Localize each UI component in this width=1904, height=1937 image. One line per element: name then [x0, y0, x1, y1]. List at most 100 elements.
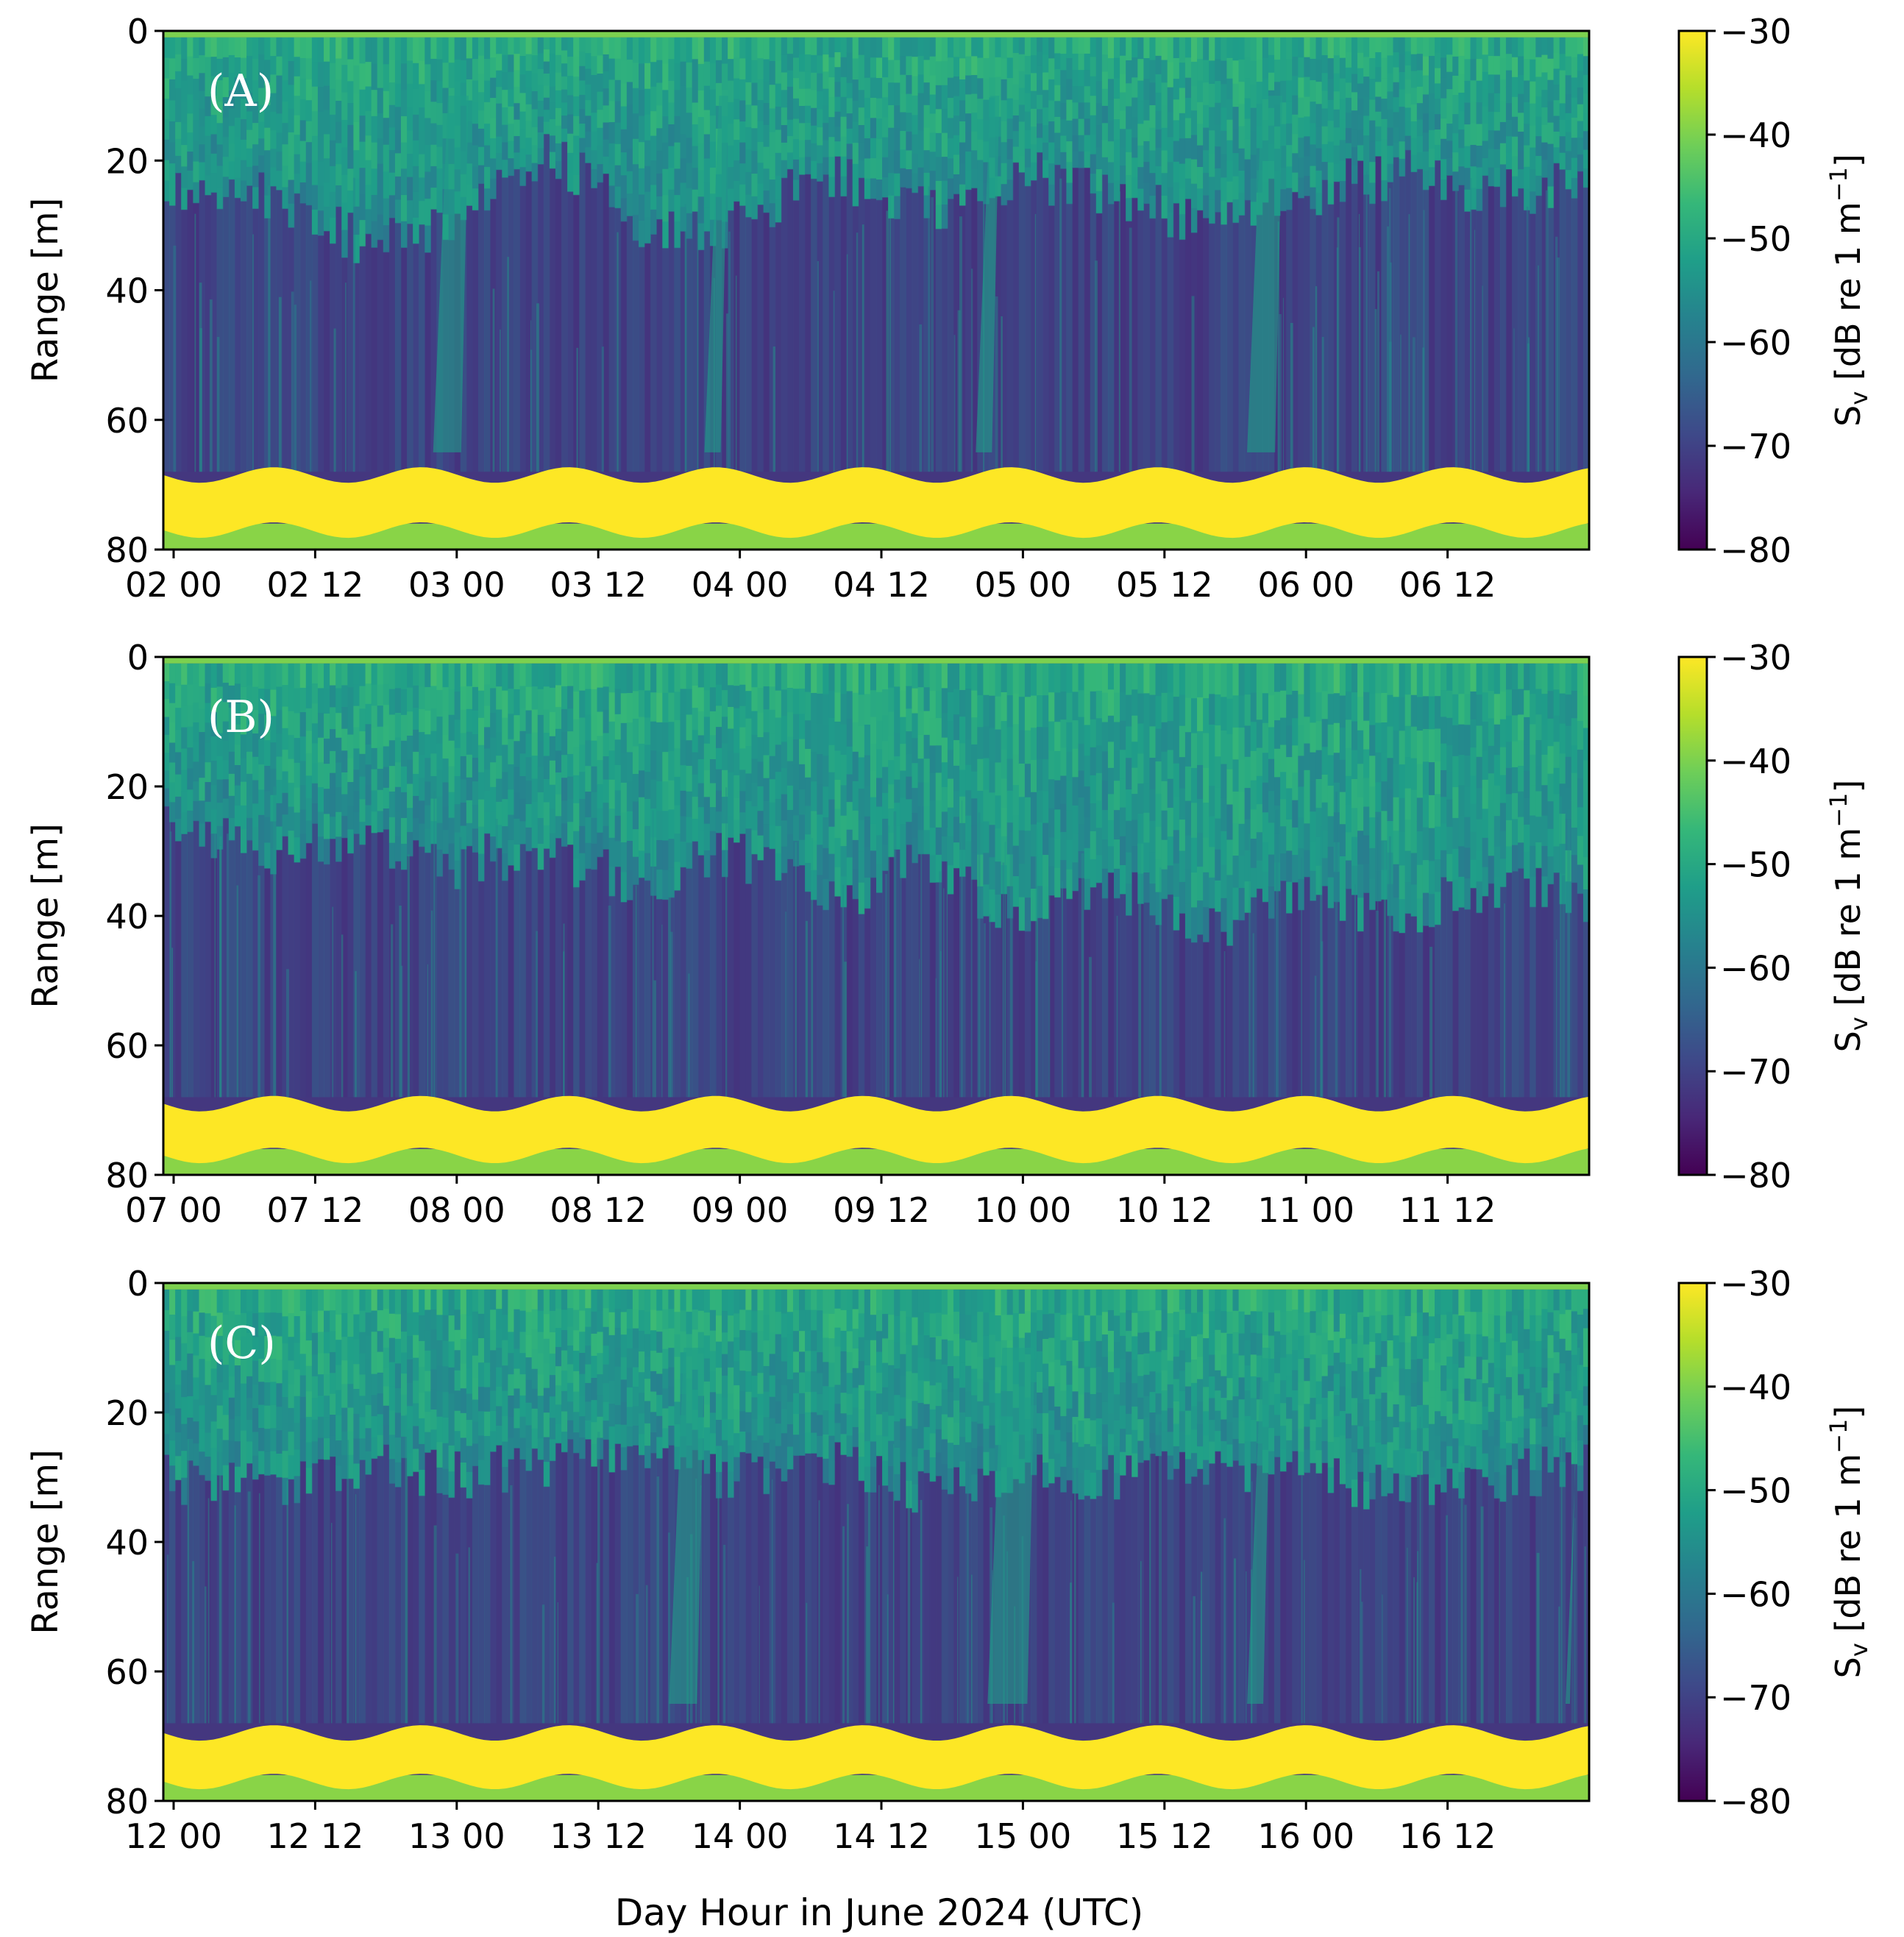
layer-cell [1547, 773, 1555, 802]
layer-cell [472, 686, 479, 711]
layer-cell [763, 824, 770, 847]
layer-cell [466, 686, 473, 710]
layer-cell [1179, 850, 1186, 883]
streak [939, 871, 942, 1098]
layer-cell [1547, 101, 1555, 124]
layer-cell [1535, 740, 1542, 767]
layer-cell [965, 113, 972, 133]
layer-cell [828, 177, 836, 198]
layer-cell [1512, 77, 1518, 98]
layer-cell [632, 801, 639, 830]
column-cell [341, 257, 348, 472]
layer-cell [1072, 118, 1079, 136]
layer-cell [1095, 663, 1103, 692]
layer-cell [1006, 159, 1014, 180]
layer-cell [1090, 96, 1097, 116]
layer-cell [1215, 880, 1221, 912]
layer-cell [377, 189, 384, 216]
column-cell [745, 216, 753, 472]
layer-cell [335, 836, 342, 862]
layer-cell [163, 699, 170, 718]
column-cell [656, 218, 663, 472]
layer-cell [294, 96, 301, 116]
layer-cell [1339, 181, 1346, 202]
layer-cell [680, 765, 687, 792]
column-cell [311, 234, 319, 472]
layer-cell [662, 811, 669, 842]
layer-cell [585, 689, 592, 716]
layer-cell [692, 774, 699, 797]
layer-cell [330, 1393, 336, 1415]
layer-cell [531, 825, 539, 849]
layer-cell [941, 786, 948, 813]
layer-cell [757, 141, 764, 163]
layer-cell [757, 712, 764, 738]
layer-cell [692, 189, 699, 212]
layer-cell [210, 95, 218, 115]
column-cell [193, 820, 200, 1098]
layer-cell [977, 139, 984, 161]
layer-cell [1464, 694, 1471, 725]
layer-cell [335, 811, 342, 838]
layer-cell [1292, 718, 1299, 746]
layer-cell [674, 834, 681, 863]
column-cell [1345, 158, 1352, 472]
layer-cell [282, 187, 289, 210]
layer-cell [1018, 104, 1026, 122]
layer-cell [840, 96, 848, 118]
y-tick-label: 20 [105, 767, 149, 807]
layer-cell [567, 172, 574, 192]
column-cell [371, 1458, 378, 1724]
layer-cell [1215, 818, 1221, 850]
layer-cell [1137, 188, 1144, 211]
streak [194, 213, 196, 472]
layer-cell [1410, 154, 1418, 173]
layer-cell [1084, 151, 1091, 168]
layer-cell [799, 54, 806, 73]
column-cell [626, 900, 633, 1098]
layer-cell [1327, 816, 1335, 847]
layer-cell [1244, 756, 1251, 789]
layer-cell [1493, 112, 1501, 132]
column-cell [1107, 872, 1115, 1098]
streak [1377, 817, 1379, 1098]
layer-cell [1375, 67, 1382, 82]
layer-cell [1470, 831, 1477, 861]
layer-cell [1535, 765, 1542, 792]
plume [704, 96, 728, 452]
layer-cell [745, 800, 753, 829]
layer-cell [1446, 772, 1453, 800]
layer-cell [466, 37, 473, 59]
layer-cell [1179, 88, 1186, 114]
layer-cell [276, 171, 283, 191]
layer-cell [912, 688, 919, 714]
layer-cell [1464, 663, 1471, 695]
layer-cell [1120, 166, 1126, 185]
layer-cell [163, 681, 170, 700]
layer-cell [436, 124, 444, 148]
layer-cell [1006, 78, 1014, 99]
layer-cell [929, 56, 937, 77]
layer-cell [394, 1412, 402, 1438]
layer-cell [205, 683, 212, 704]
layer-cell [460, 709, 467, 733]
layer-cell [252, 58, 259, 81]
layer-cell [508, 789, 515, 816]
layer-cell [199, 686, 206, 710]
layer-cell [377, 214, 384, 241]
layer-cell [1345, 52, 1352, 68]
layer-cell [817, 73, 823, 92]
layer-cell [193, 79, 200, 100]
layer-cell [199, 663, 206, 687]
column-cell [709, 855, 717, 1098]
layer-cell [205, 703, 212, 724]
layer-cell [817, 37, 823, 56]
layer-cell [1012, 785, 1020, 816]
column-cell [1327, 204, 1335, 472]
layer-cell [834, 52, 842, 68]
column-cell [264, 868, 271, 1098]
layer-cell [359, 193, 366, 221]
layer-cell [258, 155, 265, 173]
layer-cell [1149, 150, 1157, 174]
